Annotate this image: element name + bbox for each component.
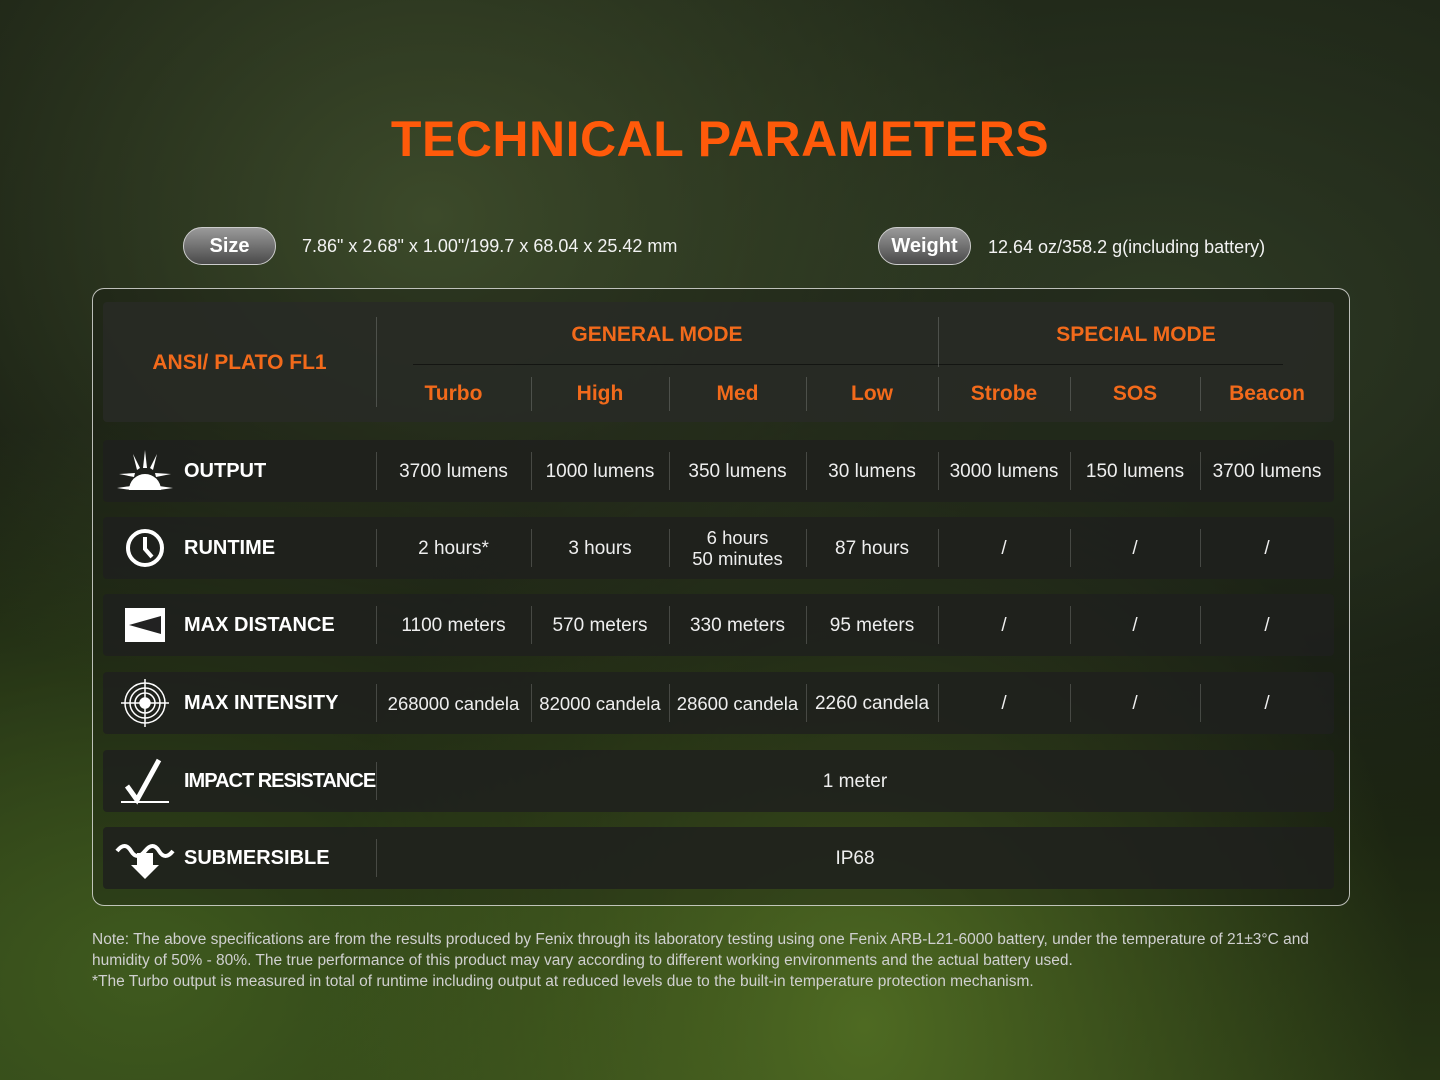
target-icon	[115, 678, 175, 728]
value-cell: /	[1001, 537, 1007, 559]
value-cell: 82000 candela	[539, 692, 661, 714]
water-arrow-icon	[115, 833, 175, 883]
page-title: TECHNICAL PARAMETERS	[390, 111, 1050, 167]
value-cell: 6 hours 50 minutes	[692, 527, 783, 569]
note-text: Note: The above specifications are from …	[92, 931, 1309, 969]
value-cell: 3700 lumens	[1212, 460, 1322, 482]
turbo-note: *The Turbo output is measured in total o…	[92, 973, 1034, 990]
value-cell: 3000 lumens	[949, 460, 1059, 482]
mode-sos: SOS	[1112, 381, 1158, 405]
value-cell: 1 meter	[822, 770, 888, 792]
corner-label: ANSI/ PLATO FL1	[152, 350, 327, 374]
value-cell: /	[1264, 537, 1270, 559]
value-cell: 95 meters	[829, 614, 915, 636]
row-impact-resistance: IMPACT RESISTANCE 1 meter	[103, 750, 1334, 812]
value-cell: 30 lumens	[828, 460, 916, 482]
value-cell: 28600 candela	[676, 692, 799, 714]
value-cell: 87 hours	[835, 537, 909, 559]
value-cell: 150 lumens	[1085, 460, 1185, 482]
value-cell: /	[1001, 692, 1007, 714]
row-max-distance: MAX DISTANCE 1100 meters 570 meters 330 met…	[103, 594, 1334, 656]
weight-badge: Weight	[878, 227, 971, 265]
footnote: Note: The above specifications are from …	[92, 929, 1362, 992]
row-label: MAX INTENSITY	[184, 691, 339, 714]
row-max-intensity: MAX INTENSITY 268000 candela 82000 candela…	[103, 672, 1334, 734]
value-cell: /	[1264, 614, 1270, 636]
value-cell: /	[1132, 614, 1138, 636]
value-cell: 1100 meters	[401, 614, 506, 636]
group-general: GENERAL MODE	[571, 322, 743, 346]
value-cell: 1000 lumens	[545, 460, 655, 482]
mode-low: Low	[851, 381, 893, 405]
value-cell: /	[1264, 692, 1270, 714]
mode-beacon: Beacon	[1229, 381, 1305, 405]
row-label: MAX DISTANCE	[184, 613, 335, 636]
distance-icon	[115, 600, 175, 650]
value-cell: 330 meters	[689, 614, 786, 636]
table-header: ANSI/ PLATO FL1 GENERAL MODE SPECIAL MOD…	[103, 302, 1334, 422]
value-cell: /	[1132, 537, 1138, 559]
row-label: RUNTIME	[184, 536, 276, 559]
clock-icon	[115, 523, 175, 573]
impact-check-icon	[115, 756, 175, 806]
value-cell: 350 lumens	[688, 460, 787, 482]
mode-med: Med	[716, 381, 759, 405]
value-cell: 2260 candela	[814, 692, 930, 714]
row-runtime: RUNTIME 2 hours* 3 hours 6 hours 50 minutes…	[103, 517, 1334, 579]
value-cell: 2 hours*	[418, 537, 489, 559]
row-label: SUBMERSIBLE	[184, 846, 330, 869]
row-submersible: SUBMERSIBLE IP68	[103, 827, 1334, 889]
value-cell: 3700 lumens	[399, 460, 508, 482]
value-cell: 3 hours	[568, 537, 632, 559]
row-label: OUTPUT	[184, 459, 267, 482]
row-label: IMPACT RESISTANCE	[184, 769, 376, 792]
mode-turbo: Turbo	[424, 381, 483, 405]
value-cell: 570 meters	[552, 614, 648, 636]
weight-value: 12.64 oz/358.2 g(including battery)	[988, 237, 1266, 257]
row-output: OUTPUT 3700 lumens 1000 lumens 350 lumens 30…	[103, 440, 1334, 502]
value-cell: /	[1001, 614, 1007, 636]
size-badge: Size	[183, 227, 276, 265]
mode-high: High	[576, 381, 624, 405]
mode-strobe: Strobe	[970, 381, 1038, 405]
value-cell: /	[1132, 692, 1138, 714]
group-special: SPECIAL MODE	[1056, 322, 1216, 346]
size-value: 7.86" x 2.68" x 1.00"/199.7 x 68.04 x 25…	[302, 236, 678, 256]
value-cell: 268000 candela	[387, 692, 520, 714]
value-cell: IP68	[835, 847, 875, 869]
sun-rays-icon	[115, 446, 175, 496]
